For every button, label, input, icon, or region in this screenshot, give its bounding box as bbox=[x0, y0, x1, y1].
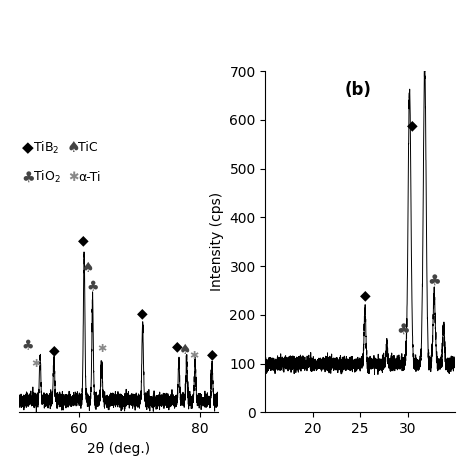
X-axis label: 2θ (deg.): 2θ (deg.) bbox=[87, 442, 150, 456]
Text: ✱: ✱ bbox=[98, 344, 107, 354]
Text: ◆: ◆ bbox=[172, 339, 182, 354]
Text: (b): (b) bbox=[345, 82, 372, 100]
Text: ✱: ✱ bbox=[189, 351, 199, 361]
Text: ♣: ♣ bbox=[396, 322, 410, 337]
Text: ♣: ♣ bbox=[21, 170, 35, 184]
Text: ♣: ♣ bbox=[87, 281, 100, 295]
Y-axis label: Intensity (cps): Intensity (cps) bbox=[210, 192, 224, 292]
Text: ◆: ◆ bbox=[360, 289, 370, 303]
Text: ◆: ◆ bbox=[137, 306, 148, 320]
Text: ♠: ♠ bbox=[179, 344, 191, 357]
Text: α-Ti: α-Ti bbox=[78, 171, 100, 183]
Text: ◆: ◆ bbox=[49, 344, 59, 357]
Text: TiB$_2$: TiB$_2$ bbox=[33, 139, 59, 155]
Text: ♠: ♠ bbox=[82, 261, 95, 275]
Text: ✱: ✱ bbox=[68, 171, 79, 183]
Text: ◆: ◆ bbox=[78, 234, 88, 247]
Text: ✱: ✱ bbox=[31, 359, 41, 369]
Text: ♣: ♣ bbox=[428, 273, 441, 288]
Text: TiC: TiC bbox=[78, 141, 98, 154]
Text: TiO$_2$: TiO$_2$ bbox=[33, 169, 61, 185]
Text: ♣: ♣ bbox=[22, 339, 34, 354]
Text: ♠: ♠ bbox=[66, 140, 80, 155]
Text: ◆: ◆ bbox=[207, 347, 217, 361]
Text: ◆: ◆ bbox=[22, 140, 34, 155]
Text: ◆: ◆ bbox=[407, 118, 418, 132]
